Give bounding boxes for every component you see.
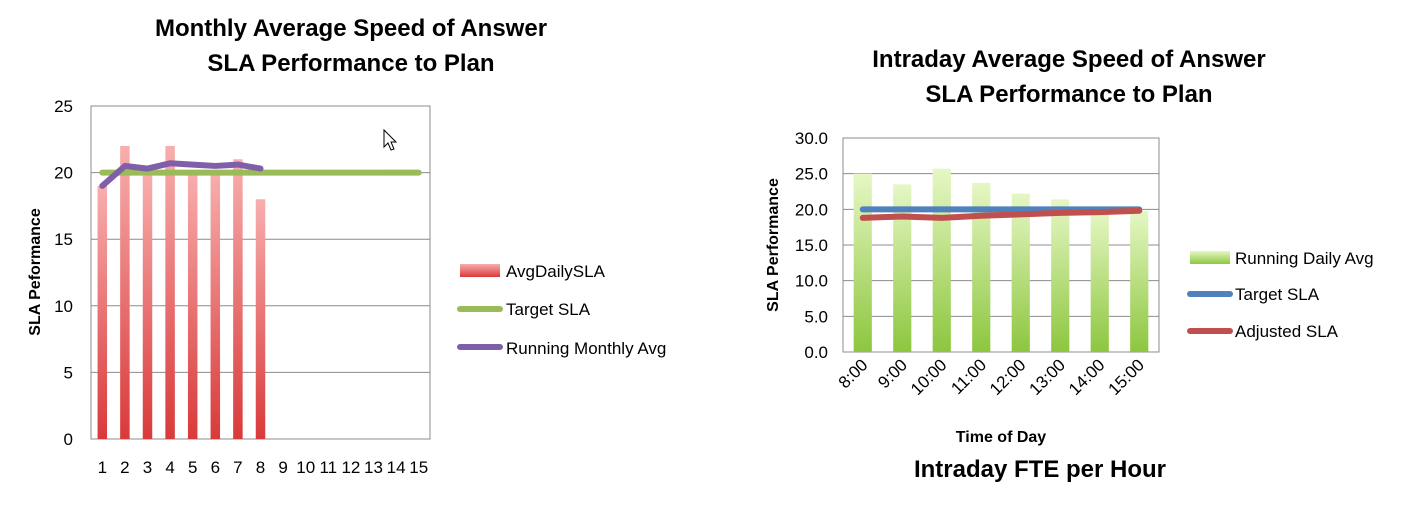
y-tick-label: 15.0: [795, 236, 828, 255]
bar-running-daily-avg-13-00: [1051, 199, 1070, 352]
monthly-chart-title-line-2: SLA Performance to Plan: [207, 50, 494, 77]
bar-running-daily-avg-15-00: [1130, 210, 1149, 352]
x-tick-label: 11:00: [947, 355, 990, 398]
monthly-legend: AvgDailySLA Target SLA Running Monthly A…: [457, 262, 666, 358]
legend-label-intraday-target-sla: Target SLA: [1235, 285, 1320, 304]
bar-running-daily-avg-11-00: [972, 182, 991, 352]
bar-avgdailysla-4: [165, 145, 175, 439]
x-tick-label: 9:00: [874, 355, 911, 392]
monthly-lines: [99, 160, 422, 189]
x-tick-label: 13: [364, 458, 383, 477]
intraday-caption: Intraday FTE per Hour: [914, 456, 1166, 483]
legend-label-running-monthly-avg: Running Monthly Avg: [506, 339, 666, 358]
y-tick-label: 10.0: [795, 272, 828, 291]
y-tick-label: 30.0: [795, 129, 828, 148]
legend-label-target-sla: Target SLA: [506, 300, 591, 319]
y-tick-label: 5: [64, 363, 73, 382]
legend-label-adjusted-sla: Adjusted SLA: [1235, 322, 1339, 341]
x-tick-label: 14: [387, 458, 406, 477]
bar-avgdailysla-5: [187, 172, 198, 439]
y-tick-label: 20: [54, 164, 73, 183]
x-tick-label: 8:00: [835, 355, 872, 392]
x-tick-label: 9: [278, 458, 287, 477]
x-tick-label: 7: [233, 458, 242, 477]
y-tick-label: 25: [54, 97, 73, 116]
y-tick-label: 15: [54, 230, 73, 249]
intraday-sla-chart: Intraday Average Speed of Answer SLA Per…: [765, 46, 1374, 483]
y-tick-label: 5.0: [804, 307, 828, 326]
legend-swatch-running-daily-avg: [1190, 251, 1230, 264]
bar-avgdailysla-7: [233, 159, 243, 439]
x-tick-label: 8: [256, 458, 265, 477]
x-tick-label: 2: [120, 458, 129, 477]
x-tick-label: 11: [319, 458, 337, 477]
monthly-chart-title-line-1: Monthly Average Speed of Answer: [155, 15, 547, 42]
intraday-y-ticks: 0.0 5.0 10.0 15.0 20.0 25.0 30.0: [795, 129, 828, 362]
x-tick-label: 6: [211, 458, 220, 477]
bar-running-daily-avg-9-00: [893, 184, 912, 352]
monthly-y-axis-label: SLA Peformance: [27, 208, 44, 336]
bar-avgdailysla-2: [120, 145, 130, 439]
x-tick-label: 1: [98, 458, 107, 477]
x-tick-label: 10: [296, 458, 315, 477]
y-tick-label: 10: [54, 297, 73, 316]
legend-label-avgdailysla: AvgDailySLA: [506, 262, 606, 281]
x-tick-label: 15:00: [1105, 355, 1149, 399]
x-tick-label: 15: [409, 458, 428, 477]
mouse-cursor-icon: [383, 128, 398, 151]
monthly-x-ticks: 1 2 3 4 5 6 7 8 9 10 11 12 13 14 15: [98, 458, 429, 477]
monthly-y-ticks: 0 5 10 15 20 25: [54, 97, 73, 449]
monthly-sla-chart: Monthly Average Speed of Answer SLA Perf…: [27, 15, 666, 477]
x-tick-label: 3: [143, 458, 152, 477]
x-tick-label: 12:00: [986, 355, 1030, 399]
intraday-chart-title-line-2: SLA Performance to Plan: [925, 81, 1212, 108]
line-running-monthly-avg: [99, 160, 264, 189]
intraday-bars: [853, 168, 1149, 352]
legend-swatch-avgdailysla: [460, 264, 500, 277]
intraday-legend: Running Daily Avg Target SLA Adjusted SL…: [1187, 249, 1374, 341]
intraday-chart-title-line-1: Intraday Average Speed of Answer: [872, 46, 1265, 73]
x-tick-label: 10:00: [907, 355, 951, 399]
intraday-y-axis-label: SLA Performance: [765, 178, 782, 312]
intraday-lines: [859, 206, 1143, 221]
x-tick-label: 5: [188, 458, 197, 477]
y-tick-label: 25.0: [795, 165, 828, 184]
x-tick-label: 13:00: [1026, 355, 1070, 399]
bar-running-daily-avg-12-00: [1011, 193, 1030, 352]
monthly-bars: [97, 145, 266, 439]
intraday-x-axis-label: Time of Day: [956, 429, 1047, 446]
bar-avgdailysla-8: [255, 199, 266, 439]
y-tick-label: 0: [64, 430, 73, 449]
y-tick-label: 20.0: [795, 200, 828, 219]
line-adjusted-sla: [859, 207, 1143, 221]
bar-running-daily-avg-8-00: [853, 173, 872, 352]
legend-label-running-daily-avg: Running Daily Avg: [1235, 249, 1374, 268]
bar-running-daily-avg-10-00: [932, 168, 951, 352]
bar-running-daily-avg-14-00: [1090, 210, 1109, 352]
bar-avgdailysla-1: [97, 185, 108, 439]
bar-avgdailysla-6: [210, 172, 221, 439]
bar-avgdailysla-3: [142, 172, 153, 439]
x-tick-label: 4: [165, 458, 174, 477]
x-tick-label: 14:00: [1065, 355, 1109, 399]
x-tick-label: 12: [341, 458, 360, 477]
y-tick-label: 0.0: [804, 343, 828, 362]
